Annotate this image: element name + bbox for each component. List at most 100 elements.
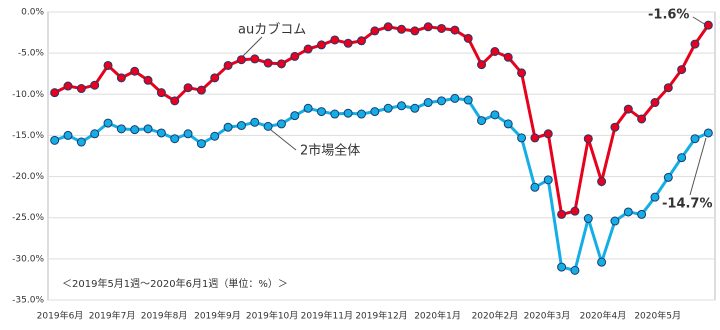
- point: [690, 39, 700, 49]
- point: [583, 134, 593, 144]
- point: [170, 96, 180, 106]
- point: [677, 65, 687, 75]
- point: [530, 182, 540, 192]
- x-tick-label: 2020年4月: [580, 310, 627, 322]
- point: [490, 46, 500, 56]
- point: [290, 51, 300, 61]
- point: [250, 117, 260, 127]
- point: [143, 75, 153, 85]
- point: [463, 33, 473, 43]
- x-tick-label: 2020年3月: [524, 310, 571, 322]
- point: [343, 108, 353, 118]
- y-tick-label: -20.0%: [12, 172, 44, 182]
- point: [103, 118, 113, 128]
- point: [330, 109, 340, 119]
- x-tick-label: 2019年8月: [141, 310, 188, 322]
- point: [543, 129, 553, 139]
- point: [463, 95, 473, 105]
- point: [90, 129, 100, 139]
- point: [383, 22, 393, 32]
- point: [210, 73, 220, 83]
- point: [236, 55, 246, 65]
- point: [76, 137, 86, 147]
- note: ＜2019年5月1週～2020年6月1週（単位：%）＞: [62, 277, 288, 290]
- point: [183, 83, 193, 93]
- point: [597, 257, 607, 267]
- point: [437, 23, 447, 33]
- point: [477, 116, 487, 126]
- point: [610, 216, 620, 226]
- annotation: -1.6%: [648, 8, 689, 23]
- point: [410, 26, 420, 36]
- point: [623, 207, 633, 217]
- point: [423, 98, 433, 108]
- point: [63, 130, 73, 140]
- point: [397, 101, 407, 111]
- point: [383, 103, 393, 113]
- point: [570, 265, 580, 275]
- plot-area: [47, 11, 716, 301]
- y-tick-label: -5.0%: [18, 49, 45, 59]
- point: [316, 40, 326, 50]
- point: [503, 119, 513, 129]
- x-tick-label: 2019年11月: [301, 310, 353, 322]
- point: [690, 134, 700, 144]
- x-tick-label: 2019年12月: [355, 310, 407, 322]
- point: [623, 104, 633, 114]
- y-tick-label: -10.0%: [12, 90, 44, 100]
- x-tick-label: 2019年7月: [89, 310, 136, 322]
- x-tick-label: 2020年2月: [472, 310, 519, 322]
- x-tick-label: 2020年1月: [414, 310, 461, 322]
- point: [223, 122, 233, 132]
- point: [116, 124, 126, 134]
- point: [663, 172, 673, 182]
- annotation: -14.7%: [662, 197, 713, 212]
- annotation: auカブコム: [238, 22, 306, 38]
- point: [276, 119, 286, 129]
- point: [437, 96, 447, 106]
- point: [637, 209, 647, 219]
- point: [650, 98, 660, 108]
- point: [397, 24, 407, 34]
- point: [356, 109, 366, 119]
- point: [530, 133, 540, 143]
- point: [370, 26, 380, 36]
- y-tick-label: -30.0%: [12, 254, 44, 264]
- point: [663, 83, 673, 93]
- point: [356, 36, 366, 46]
- point: [450, 93, 460, 103]
- point: [250, 54, 260, 64]
- point: [130, 66, 140, 76]
- point: [156, 128, 166, 138]
- point: [410, 103, 420, 113]
- x-tick-label: 2020年5月: [634, 310, 681, 322]
- point: [517, 68, 527, 78]
- point: [303, 103, 313, 113]
- leader: [239, 36, 263, 60]
- point: [703, 128, 713, 138]
- x-tick-label: 2019年9月: [194, 310, 241, 322]
- point: [103, 60, 113, 70]
- point: [263, 121, 273, 131]
- point: [583, 214, 593, 224]
- point: [116, 73, 126, 83]
- point: [50, 135, 60, 145]
- point: [210, 131, 220, 141]
- point: [143, 124, 153, 134]
- point: [517, 133, 527, 143]
- point: [477, 60, 487, 70]
- point: [490, 110, 500, 120]
- point: [450, 25, 460, 35]
- y-tick-label: -25.0%: [12, 213, 44, 223]
- point: [263, 58, 273, 68]
- point: [50, 88, 60, 98]
- point: [76, 84, 86, 94]
- point: [196, 139, 206, 149]
- point: [570, 206, 580, 216]
- point: [503, 52, 513, 62]
- point: [423, 22, 433, 32]
- point: [677, 153, 687, 163]
- point: [543, 175, 553, 185]
- point: [370, 107, 380, 117]
